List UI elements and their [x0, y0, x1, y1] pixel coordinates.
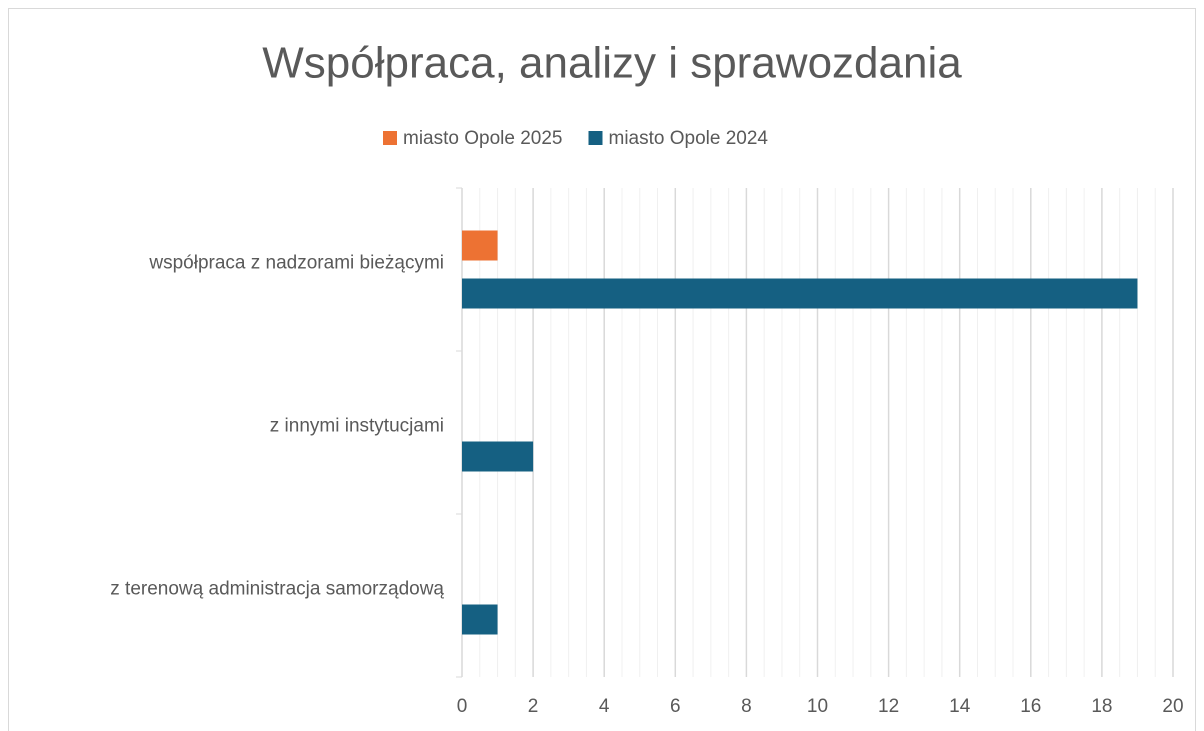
x-tick-label: 16 [1020, 696, 1041, 717]
x-tick-label: 18 [1091, 696, 1112, 717]
y-tick-label: z terenową administracja samorządową [110, 579, 444, 600]
x-tick-label: 20 [1162, 696, 1183, 717]
legend-label: miasto Opole 2024 [609, 128, 769, 149]
bar [462, 230, 498, 261]
x-tick-label: 8 [741, 696, 752, 717]
chart-title: Współpraca, analizy i sprawozdania [262, 39, 962, 88]
legend-swatch [383, 131, 397, 145]
x-tick-label: 14 [949, 696, 971, 717]
x-tick-label: 10 [807, 696, 828, 717]
legend-label: miasto Opole 2025 [403, 128, 563, 149]
x-tick-label: 4 [599, 696, 610, 717]
x-tick-label: 6 [670, 696, 681, 717]
bar [462, 441, 534, 472]
bar [462, 604, 498, 635]
y-tick-label: z innymi instytucjami [270, 416, 444, 437]
chart-border [8, 8, 1196, 731]
x-tick-label: 0 [457, 696, 468, 717]
x-tick-label: 2 [528, 696, 539, 717]
bar [462, 278, 1138, 309]
legend-swatch [588, 131, 603, 145]
x-tick-label: 12 [878, 696, 899, 717]
y-tick-label: współpraca z nadzorami bieżącymi [148, 253, 444, 274]
